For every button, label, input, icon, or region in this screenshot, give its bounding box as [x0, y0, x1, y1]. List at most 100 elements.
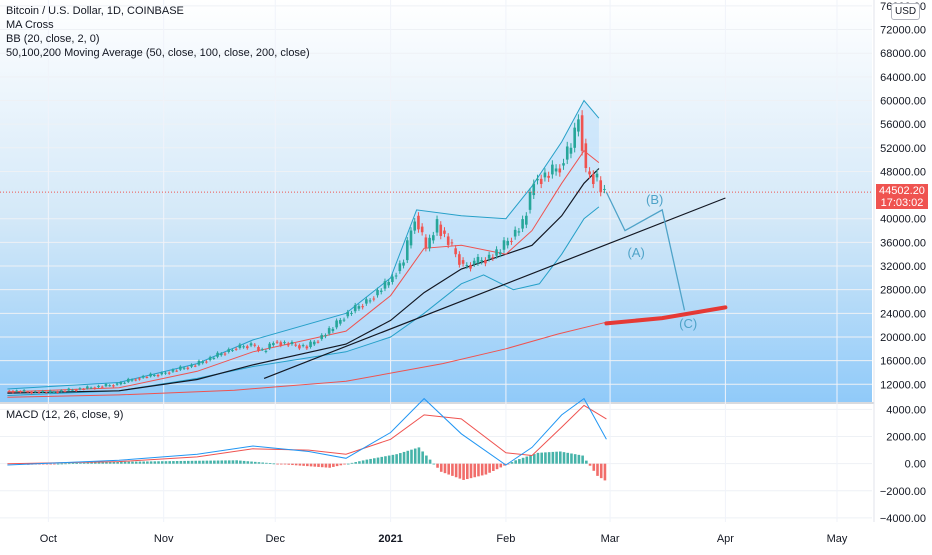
candle-body — [480, 260, 483, 262]
price-tick-label: 52000.00 — [880, 143, 926, 155]
macd-histogram-bar — [406, 450, 410, 464]
candle-body — [193, 365, 197, 367]
candle-body — [41, 390, 45, 393]
candle-body — [346, 312, 350, 317]
candle-body — [182, 367, 186, 369]
macd-histogram-bar — [376, 457, 380, 464]
macd-label: MACD (12, 26, close, 9) — [6, 409, 124, 421]
macd-histogram-bar — [432, 463, 436, 465]
wave-label: (A) — [627, 245, 644, 260]
macd-histogram-bar — [108, 461, 112, 464]
macd-histogram-bar — [473, 463, 477, 478]
candle-body — [108, 385, 111, 387]
macd-histogram-bar — [373, 458, 376, 464]
candle-body — [599, 180, 603, 193]
price-tick-label: 36000.00 — [880, 237, 926, 249]
legend: Bitcoin / U.S. Dollar, 1D, COINBASE MA C… — [6, 4, 310, 60]
macd-histogram-bar — [86, 462, 90, 464]
macd-histogram-bar — [581, 455, 584, 464]
candle-body — [584, 143, 588, 169]
candle-body — [446, 236, 450, 245]
candle-body — [502, 240, 506, 250]
candle-body — [513, 229, 517, 237]
candle-body — [186, 367, 190, 369]
bollinger-upper-line — [7, 99, 600, 390]
macd-histogram-bar — [242, 460, 246, 464]
candle-body — [498, 252, 502, 255]
indicator-ma-cross: MA Cross — [6, 19, 54, 31]
macd-histogram-bar — [216, 460, 220, 464]
currency-badge[interactable]: USD — [891, 3, 921, 20]
candle-body — [506, 240, 510, 246]
indicator-moving-averages: 50,100,200 Moving Average (50, close, 10… — [6, 47, 310, 59]
candle-body — [71, 389, 74, 391]
candle-body — [253, 344, 257, 346]
candle-body — [275, 341, 279, 343]
macd-histogram-bar — [64, 463, 67, 465]
macd-histogram-bar — [49, 463, 52, 465]
bollinger-band-fill — [7, 100, 599, 396]
candle-body — [562, 163, 565, 166]
candle-body — [461, 260, 465, 264]
macd-histogram-bar — [257, 462, 261, 464]
macd-histogram-bar — [313, 463, 317, 467]
macd-histogram-bar — [369, 458, 372, 464]
macd-histogram-bar — [168, 461, 171, 464]
macd-histogram-bar — [198, 460, 201, 464]
candle-body — [327, 328, 331, 334]
macd-histogram-bar — [79, 462, 82, 464]
macd-histogram-bar — [82, 462, 86, 464]
candle-body — [249, 343, 253, 346]
candle-body — [179, 366, 182, 370]
candle-body — [428, 237, 431, 249]
price-tick-label: 72000.00 — [880, 25, 926, 37]
macd-histogram-bar — [306, 463, 309, 467]
macd-histogram-bar — [503, 463, 506, 466]
candle-body — [242, 346, 245, 348]
candle-body — [260, 349, 264, 351]
macd-histogram — [27, 447, 607, 481]
candle-body — [7, 390, 11, 392]
macd-histogram-bar — [428, 459, 432, 464]
macd-histogram-bar — [436, 463, 439, 468]
candle-body — [156, 374, 160, 377]
macd-histogram-bar — [492, 463, 495, 471]
macd-histogram-bar — [469, 463, 473, 479]
trendline — [263, 197, 726, 379]
macd-histogram-bar — [413, 448, 417, 464]
macd-histogram-bar — [596, 463, 599, 476]
candle-body — [316, 341, 320, 343]
macd-histogram-bar — [328, 463, 331, 468]
macd-histogram-bar — [603, 463, 607, 481]
macd-histogram-bar — [410, 449, 413, 464]
wave-label: (C) — [679, 316, 697, 331]
candle-body — [197, 360, 201, 365]
candle-body — [283, 342, 286, 344]
candle-body — [398, 263, 402, 272]
candle-body — [26, 391, 30, 393]
candle-body — [495, 249, 498, 256]
candle-body — [171, 369, 175, 372]
macd-histogram-bar — [302, 463, 305, 466]
candle-body — [149, 373, 152, 377]
price-tick-label: 48000.00 — [880, 166, 926, 178]
candle-body — [465, 265, 469, 267]
candle-body — [405, 240, 409, 261]
macd-histogram-bar — [294, 463, 298, 466]
macd-histogram-bar — [320, 463, 324, 468]
candle-body — [201, 361, 204, 364]
indicator-bollinger: BB (20, close, 2, 0) — [6, 33, 100, 45]
candle-body — [89, 387, 93, 389]
macd-histogram-bar — [205, 460, 209, 464]
candle-body — [164, 372, 167, 374]
candles — [7, 110, 606, 395]
macd-histogram-bar — [458, 463, 462, 479]
candle-body — [577, 119, 580, 132]
macd-histogram-bar — [90, 462, 93, 464]
ma-200-projection — [604, 305, 728, 326]
chart-title: Bitcoin / U.S. Dollar, 1D, COINBASE — [6, 5, 184, 17]
macd-histogram-bar — [343, 463, 346, 465]
macd-histogram-bar — [525, 456, 529, 464]
